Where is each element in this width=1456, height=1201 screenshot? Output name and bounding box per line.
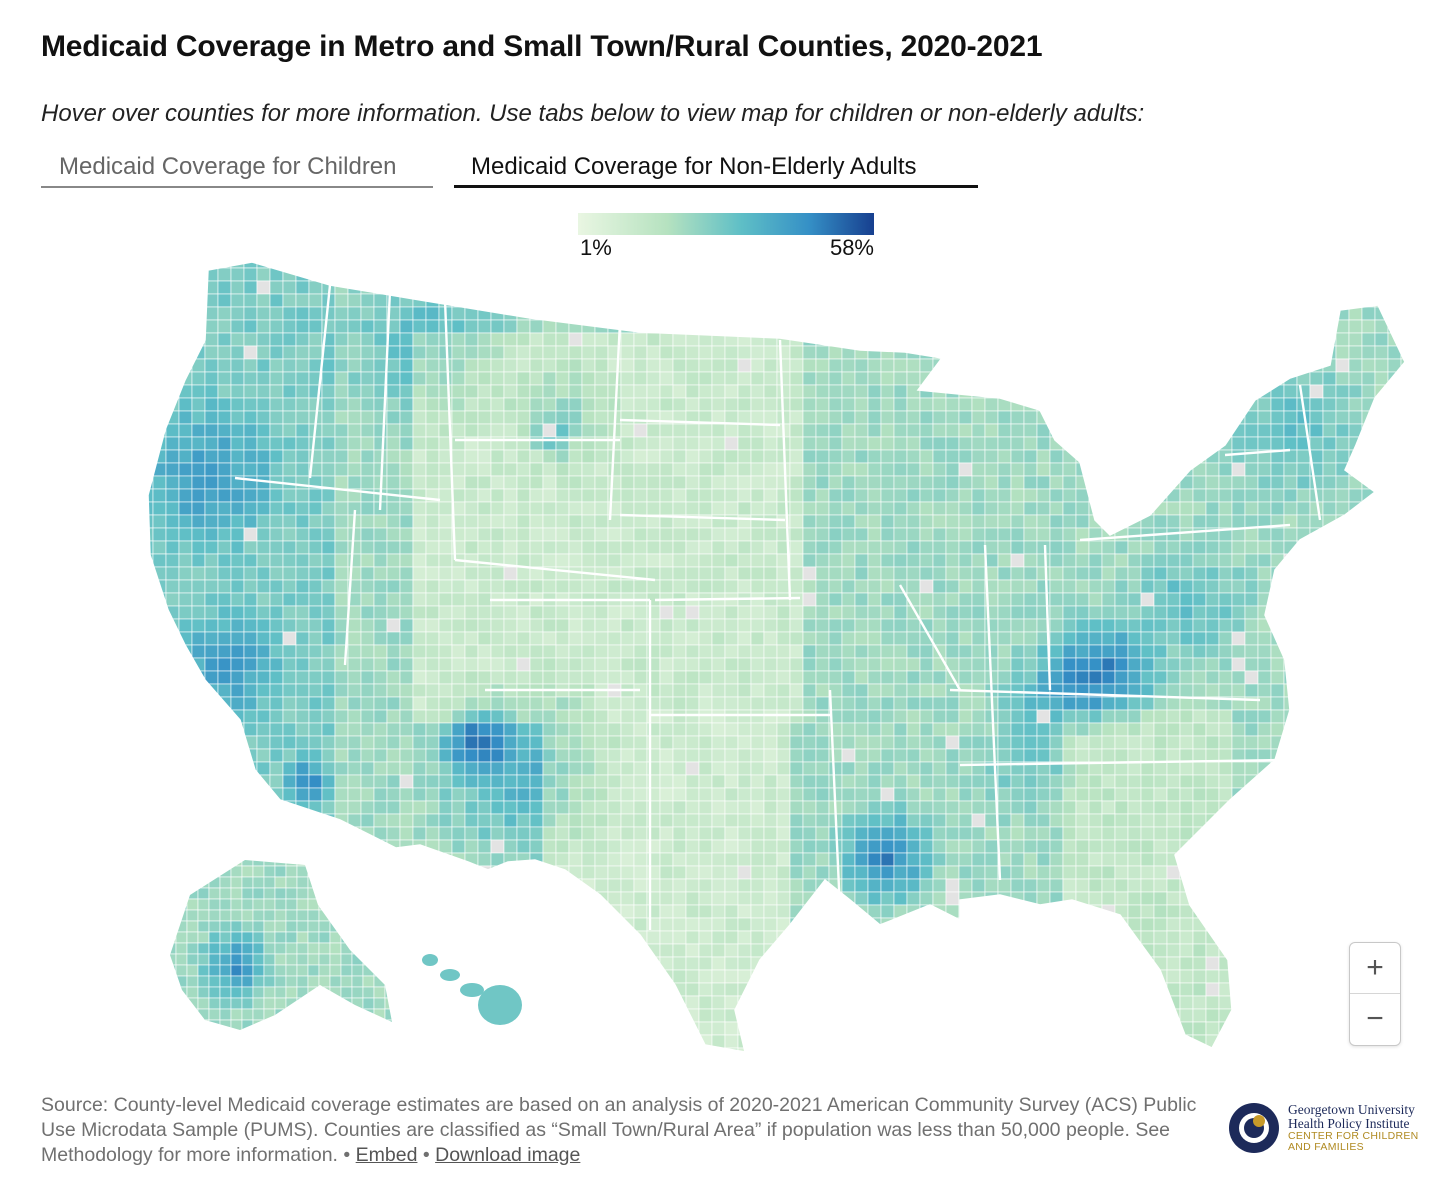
page-title: Medicaid Coverage in Metro and Small Tow… [41, 30, 1043, 63]
color-legend: 1% 58% [578, 213, 874, 263]
legend-min-label: 1% [580, 235, 612, 260]
logo-line-families: AND FAMILIES [1288, 1141, 1364, 1153]
alaska-counties [170, 860, 392, 1030]
logo-line-center: CENTER FOR CHILDREN [1288, 1130, 1419, 1142]
state-border-line [378, 289, 392, 511]
state-border-line [619, 513, 786, 522]
logo-line-university: Georgetown University [1288, 1102, 1415, 1117]
link-separator: • [417, 1144, 436, 1166]
state-border-line [454, 558, 656, 582]
state-border-line [778, 339, 792, 601]
state-border-line [949, 688, 1261, 702]
state-border-line [1043, 544, 1052, 691]
logo-line-institute: Health Policy Institute [1288, 1116, 1410, 1131]
hpi-emblem-icon [1229, 1103, 1279, 1153]
hawaii-island [478, 985, 522, 1025]
state-border-line [343, 509, 357, 666]
state-border-line [443, 299, 457, 561]
state-border-line [1298, 384, 1322, 521]
state-border-line [828, 689, 842, 911]
state-border-line [898, 584, 962, 691]
state-border-line [234, 476, 441, 502]
source-note: Source: County-level Medicaid coverage e… [41, 1093, 1221, 1168]
legend-gradient-bar [578, 213, 874, 235]
state-border-line [1079, 523, 1291, 542]
logo-wordmark: Georgetown University Health Policy Inst… [1288, 1103, 1419, 1153]
georgetown-logo: Georgetown University Health Policy Inst… [1226, 1100, 1451, 1160]
choropleth-map[interactable] [0, 255, 1456, 1075]
embed-link[interactable]: Embed [355, 1144, 418, 1166]
hawaii-island [440, 969, 460, 981]
zoom-out-button[interactable]: − [1366, 1002, 1384, 1035]
legend-max-label: 58% [829, 235, 874, 260]
state-border-line [608, 321, 622, 521]
map-state-borders [147, 261, 1406, 1053]
source-text: Source: County-level Medicaid coverage e… [41, 1094, 1197, 1166]
tab-children[interactable]: Medicaid Coverage for Children [41, 150, 433, 188]
state-border-line [619, 418, 781, 427]
hawaii-island [422, 954, 438, 966]
page-subtitle: Hover over counties for more information… [41, 100, 1145, 127]
map-cells-layer [148, 262, 1405, 1052]
state-border-line [959, 758, 1281, 767]
state-border-line [983, 544, 1002, 881]
hawaii-island [460, 983, 484, 997]
zoom-control: + − [1349, 942, 1401, 1046]
state-border-line [308, 284, 332, 479]
state-border-line [654, 596, 801, 602]
download-image-link[interactable]: Download image [435, 1144, 581, 1166]
state-border-line [1224, 448, 1291, 457]
zoom-in-button[interactable]: + [1350, 943, 1400, 994]
tab-non-elderly-adults[interactable]: Medicaid Coverage for Non-Elderly Adults [454, 150, 978, 188]
